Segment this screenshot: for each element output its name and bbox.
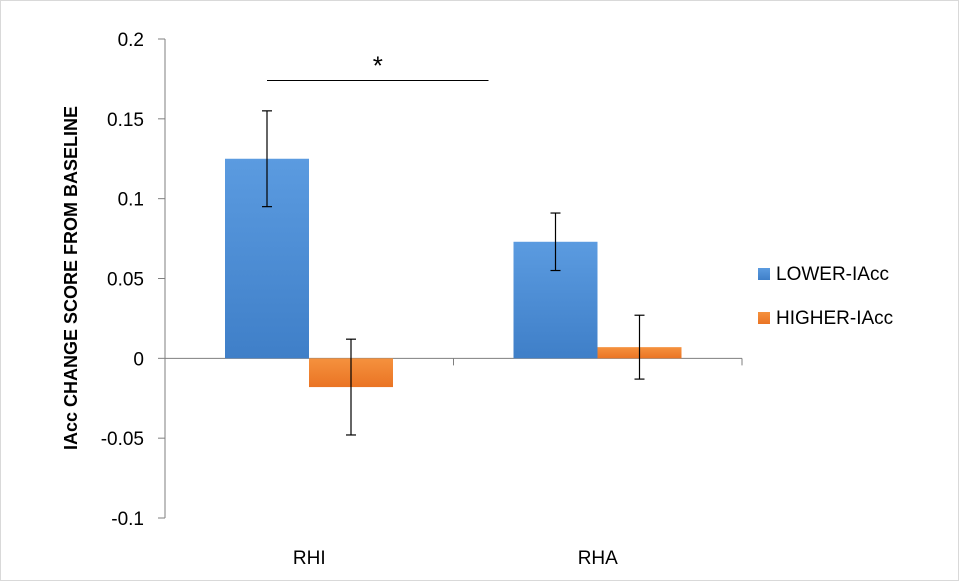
- plot-area: 0.2 0.15 0.1 0.05 0 -0.05 -0.1 RHI RHA * LOWER-IAc…: [101, 30, 894, 569]
- y-tick-label: -0.05: [101, 429, 144, 450]
- y-tick-label: 0.2: [118, 30, 144, 51]
- x-tick-label: RHA: [578, 548, 618, 569]
- y-tick-label: 0: [133, 349, 144, 370]
- y-tick-label: 0.15: [107, 110, 144, 131]
- y-tick-label: 0.1: [118, 190, 144, 211]
- legend-swatch: [758, 268, 770, 280]
- x-tick-label: RHI: [293, 548, 326, 569]
- y-tick-label: -0.1: [111, 509, 144, 530]
- y-axis-label: IAcc CHANGE SCORE FROM BASELINE: [61, 106, 81, 450]
- legend-label: LOWER-IAcc: [776, 264, 889, 285]
- significance-star: *: [373, 51, 383, 81]
- legend-label: HIGHER-IAcc: [776, 308, 893, 329]
- y-tick-label: 0.05: [107, 270, 144, 291]
- legend-swatch: [758, 312, 770, 324]
